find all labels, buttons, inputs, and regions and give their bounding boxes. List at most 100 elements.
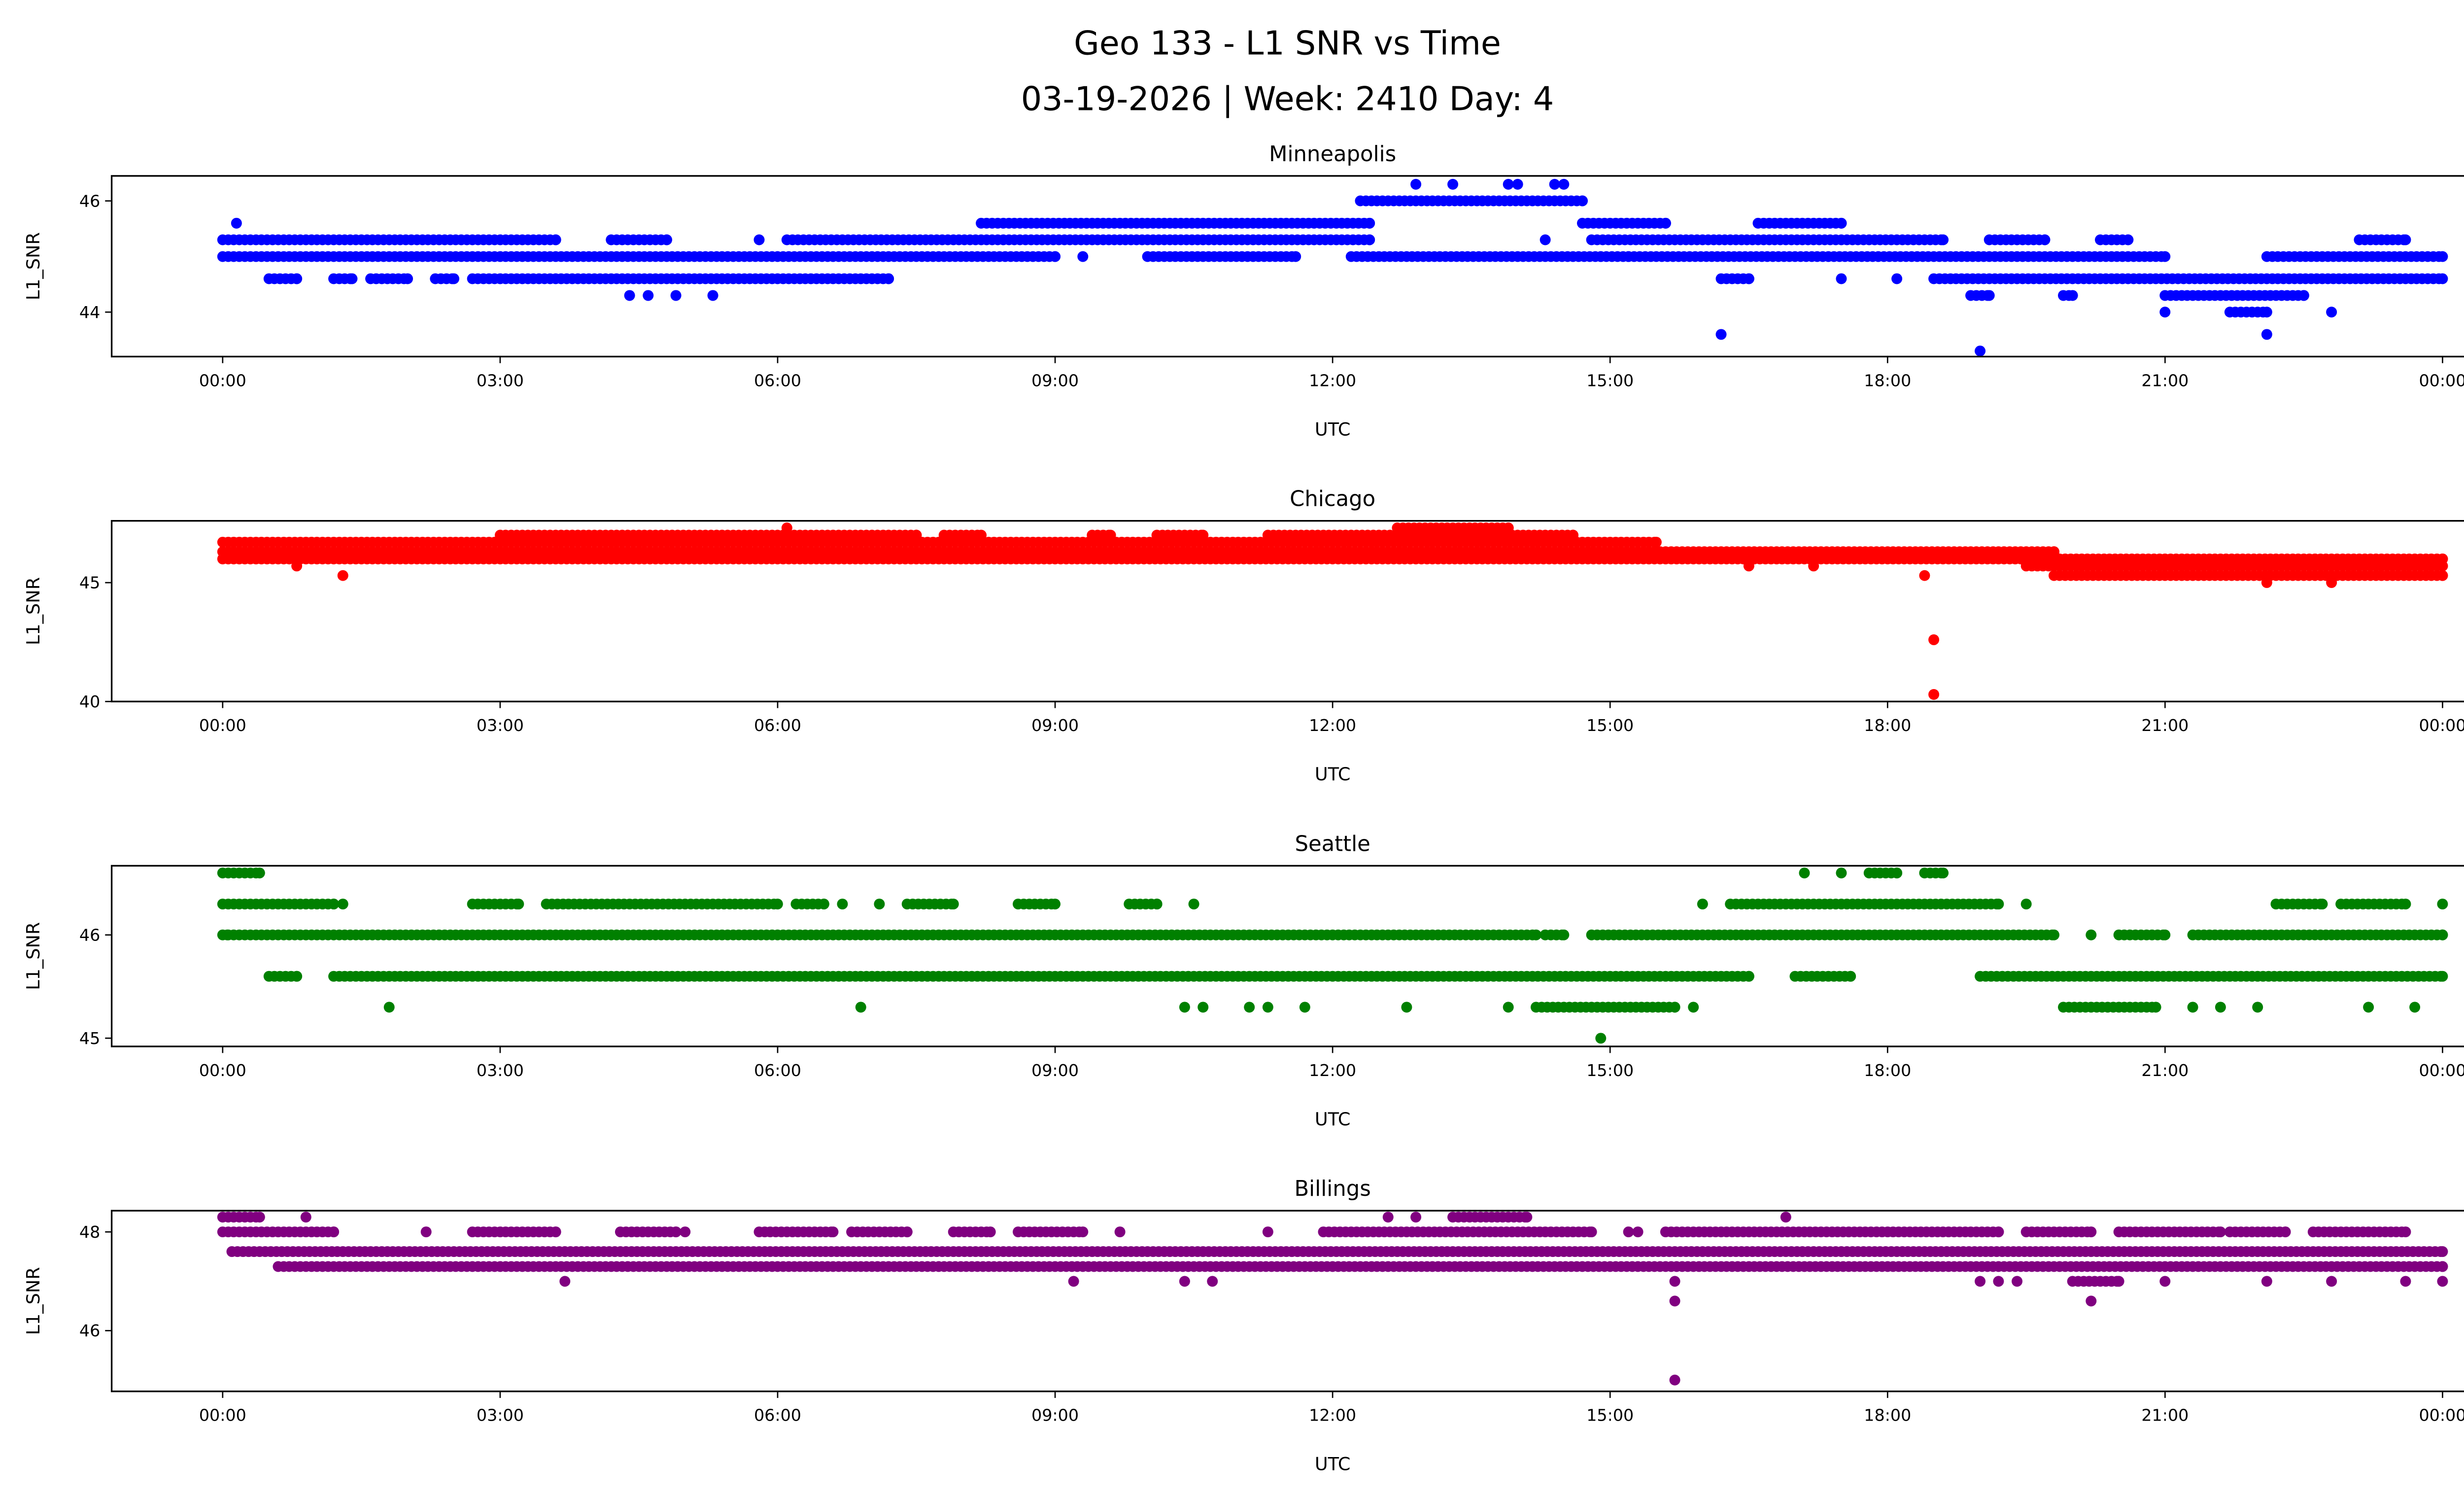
x-tick-label: 09:00: [1031, 1406, 1079, 1425]
data-point: [855, 1002, 866, 1013]
data-point: [1531, 929, 1542, 940]
x-tick-label: 00:00: [2419, 371, 2464, 390]
x-tick-label: 09:00: [1031, 1061, 1079, 1080]
data-point: [2113, 1276, 2124, 1287]
data-point: [1595, 251, 1607, 262]
data-point: [2039, 234, 2051, 245]
data-point: [1938, 868, 1949, 879]
x-tick-label: 03:00: [477, 1406, 524, 1425]
data-point: [624, 290, 635, 301]
data-point: [1836, 273, 1847, 284]
data-point: [1743, 560, 1754, 572]
x-tick-label: 00:00: [199, 371, 246, 390]
data-point: [1919, 570, 1930, 581]
data-point: [2067, 290, 2078, 301]
data-point: [2400, 1226, 2411, 1238]
x-axis-label: UTC: [1315, 1454, 1351, 1475]
data-point: [1558, 178, 1570, 190]
x-tick-label: 12:00: [1309, 1061, 1356, 1080]
x-tick-label: 21:00: [2141, 371, 2189, 390]
y-axis-label: L1_SNR: [23, 1267, 44, 1335]
data-point: [2437, 251, 2448, 262]
x-tick-label: 00:00: [2419, 716, 2464, 735]
x-tick-label: 15:00: [1586, 371, 1634, 390]
x-tick-label: 03:00: [477, 1061, 524, 1080]
data-point: [2437, 273, 2448, 284]
data-point: [1928, 634, 1940, 645]
data-point: [2326, 307, 2337, 318]
data-point: [670, 290, 682, 301]
data-point: [1928, 689, 1940, 700]
data-point: [1623, 251, 1634, 262]
data-point: [1410, 178, 1422, 190]
data-point: [1891, 868, 1903, 879]
data-point: [1290, 251, 1301, 262]
data-point: [2049, 929, 2059, 940]
data-point: [827, 1226, 839, 1238]
data-point: [1845, 971, 1856, 982]
data-point: [1401, 1002, 1412, 1013]
data-point: [300, 1212, 311, 1223]
x-tick-label: 12:00: [1309, 716, 1356, 735]
data-point: [254, 868, 265, 879]
data-point: [707, 290, 719, 301]
y-axis-label: L1_SNR: [23, 232, 44, 300]
data-point: [1198, 1002, 1209, 1013]
data-point: [818, 899, 829, 910]
data-point: [1382, 1212, 1394, 1223]
data-point: [753, 234, 765, 245]
data-point: [1743, 971, 1754, 982]
data-point: [1549, 178, 1560, 190]
data-point: [291, 971, 303, 982]
data-point: [1364, 217, 1375, 229]
data-point: [2437, 560, 2448, 572]
subplot-title: Chicago: [1290, 487, 1375, 512]
data-point: [1660, 217, 1671, 229]
data-point: [1669, 1276, 1680, 1287]
x-tick-label: 15:00: [1586, 1061, 1634, 1080]
x-tick-label: 12:00: [1309, 371, 1356, 390]
data-point: [2159, 1276, 2171, 1287]
data-point: [2437, 1261, 2448, 1272]
y-tick-label: 46: [79, 925, 100, 944]
x-tick-label: 00:00: [199, 716, 246, 735]
y-tick-label: 48: [79, 1222, 100, 1242]
data-point: [948, 899, 959, 910]
data-point: [383, 1002, 395, 1013]
scatter-points: [217, 868, 2448, 1044]
data-point: [2437, 929, 2448, 940]
scatter-points: [217, 178, 2448, 357]
data-point: [1558, 929, 1570, 940]
data-point: [550, 1226, 561, 1238]
data-point: [1595, 1033, 1607, 1044]
x-tick-label: 09:00: [1031, 716, 1079, 735]
data-point: [1244, 1002, 1255, 1013]
x-tick-label: 00:00: [2419, 1061, 2464, 1080]
data-point: [1743, 273, 1754, 284]
data-point: [1669, 1295, 1680, 1307]
data-point: [346, 273, 358, 284]
x-tick-label: 18:00: [1864, 716, 1911, 735]
data-point: [559, 1276, 571, 1287]
y-tick-label: 40: [79, 692, 100, 711]
data-point: [222, 929, 233, 940]
data-point: [1650, 536, 1662, 548]
subplot-title: Seattle: [1295, 832, 1370, 856]
data-point: [1780, 1212, 1791, 1223]
x-tick-label: 18:00: [1864, 371, 1911, 390]
x-tick-label: 21:00: [2141, 716, 2189, 735]
x-tick-label: 15:00: [1586, 1406, 1634, 1425]
data-point: [1207, 1276, 1218, 1287]
data-point: [2261, 329, 2272, 340]
data-point: [2150, 1002, 2161, 1013]
data-point: [1503, 1002, 1514, 1013]
data-point: [328, 1226, 340, 1238]
data-point: [680, 1226, 691, 1238]
x-tick-label: 06:00: [754, 1061, 801, 1080]
data-point: [1447, 178, 1459, 190]
data-point: [837, 899, 848, 910]
x-tick-label: 06:00: [754, 716, 801, 735]
y-tick-label: 46: [79, 1321, 100, 1340]
